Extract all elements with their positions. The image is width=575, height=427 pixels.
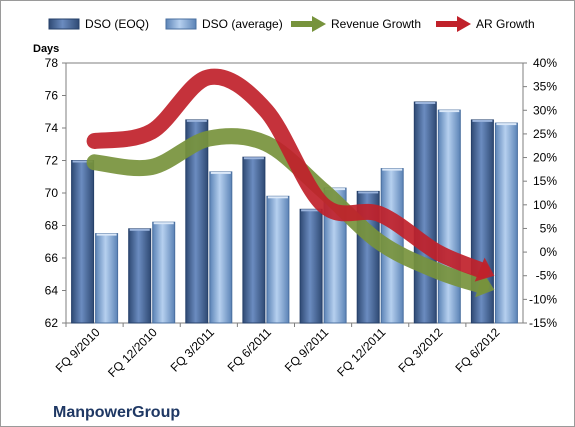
legend-label-revenue-growth: Revenue Growth — [331, 17, 421, 31]
left-tick-label: 64 — [45, 284, 59, 298]
legend-swatch-dso-eoq — [48, 18, 80, 30]
right-tick-label: -15% — [529, 316, 557, 330]
arrow-line-ar-growth — [86, 68, 490, 279]
bar-dso-eoq-7 — [413, 101, 437, 324]
y-axis-title: Days — [33, 43, 59, 55]
right-tick-label: -10% — [529, 292, 557, 306]
company-name: ManpowerGroup — [53, 404, 180, 421]
x-tick-label: FQ 3/2012 — [395, 325, 445, 375]
bar-cap-dso-average-3 — [210, 171, 231, 174]
left-tick-label: 74 — [45, 121, 59, 135]
left-tick-label: 72 — [45, 154, 59, 168]
bar-dso-eoq-1 — [71, 160, 95, 324]
left-axis-ticks: 62 64 66 68 70 72 74 76 78 — [45, 56, 66, 330]
bar-cap-dso-average-5 — [325, 188, 346, 191]
right-tick-label: -5% — [536, 269, 558, 283]
arrow-head-revenue-growth — [475, 272, 495, 298]
bar-cap-dso-eoq-7 — [415, 102, 436, 104]
bar-dso-average-1 — [95, 233, 119, 324]
x-tick-label: FQ 6/2011 — [225, 325, 275, 375]
bar-dso-average-7 — [437, 109, 461, 324]
x-tick-label: FQ 6/2012 — [453, 325, 503, 375]
right-tick-label: 40% — [533, 56, 557, 70]
bar-dso-average-8 — [494, 122, 518, 324]
legend-label-dso-average: DSO (average) — [202, 17, 283, 31]
legend-label-dso-eoq: DSO (EOQ) — [85, 17, 149, 31]
x-tick-label: FQ 9/2010 — [53, 325, 103, 375]
right-tick-label: 20% — [533, 151, 557, 165]
bar-cap-dso-average-6 — [382, 168, 403, 171]
bar-dso-average-4 — [266, 195, 290, 324]
x-tick-label: FQ 3/2011 — [168, 325, 218, 375]
x-tick-label: FQ 12/2010 — [105, 325, 160, 380]
bar-cap-dso-eoq-8 — [472, 119, 493, 122]
right-tick-label: 25% — [533, 127, 557, 141]
x-axis-ticks: FQ 9/2010 FQ 12/2010 FQ 3/2011 FQ 6/2011 FQ … — [53, 323, 503, 380]
right-axis-ticks: -15% -10% -5% 0% 5% 10% 15% 20% 25% 30% 35% 40% — [523, 56, 557, 330]
right-tick-label: 10% — [533, 198, 557, 212]
bar-cap-dso-average-1 — [96, 233, 117, 236]
left-tick-label: 70 — [45, 186, 59, 200]
arrow-head-ar-growth — [474, 257, 495, 282]
right-tick-label: 0% — [540, 245, 558, 259]
bar-cap-dso-average-4 — [267, 196, 288, 199]
left-tick-label: 76 — [45, 89, 59, 103]
bar-cap-dso-eoq-4 — [243, 157, 264, 160]
bar-cap-dso-eoq-5 — [301, 209, 322, 212]
legend: DSO (EOQ) DSO (average) Revenue Growth A… — [48, 16, 535, 32]
bar-dso-eoq-5 — [299, 208, 323, 324]
bar-cap-dso-average-7 — [439, 110, 460, 113]
growth-arrows — [86, 68, 495, 298]
bar-dso-average-3 — [209, 171, 233, 324]
legend-swatch-dso-average — [165, 18, 197, 30]
legend-label-ar-growth: AR Growth — [476, 17, 535, 31]
bar-dso-average-2 — [152, 221, 176, 324]
bar-dso-eoq-4 — [242, 156, 266, 324]
bars — [71, 101, 518, 324]
left-tick-label: 78 — [45, 56, 59, 70]
bar-cap-dso-average-8 — [496, 123, 517, 126]
right-tick-label: 35% — [533, 80, 557, 94]
bar-cap-dso-eoq-1 — [72, 160, 93, 163]
right-tick-label: 15% — [533, 174, 557, 188]
left-tick-label: 68 — [45, 219, 59, 233]
x-tick-label: FQ 9/2011 — [282, 325, 332, 375]
bar-cap-dso-eoq-3 — [186, 119, 207, 122]
left-tick-label: 66 — [45, 251, 59, 265]
bar-cap-dso-eoq-2 — [129, 228, 150, 231]
bar-cap-dso-eoq-6 — [358, 191, 379, 194]
x-tick-label: FQ 12/2011 — [334, 325, 388, 379]
right-tick-label: 5% — [540, 221, 558, 235]
left-tick-label: 62 — [45, 316, 59, 330]
bar-dso-eoq-2 — [128, 228, 152, 324]
legend-arrow-revenue-growth — [291, 16, 326, 32]
bar-cap-dso-average-2 — [153, 222, 174, 225]
legend-arrow-ar-growth — [436, 16, 471, 32]
right-tick-label: 30% — [533, 103, 557, 117]
